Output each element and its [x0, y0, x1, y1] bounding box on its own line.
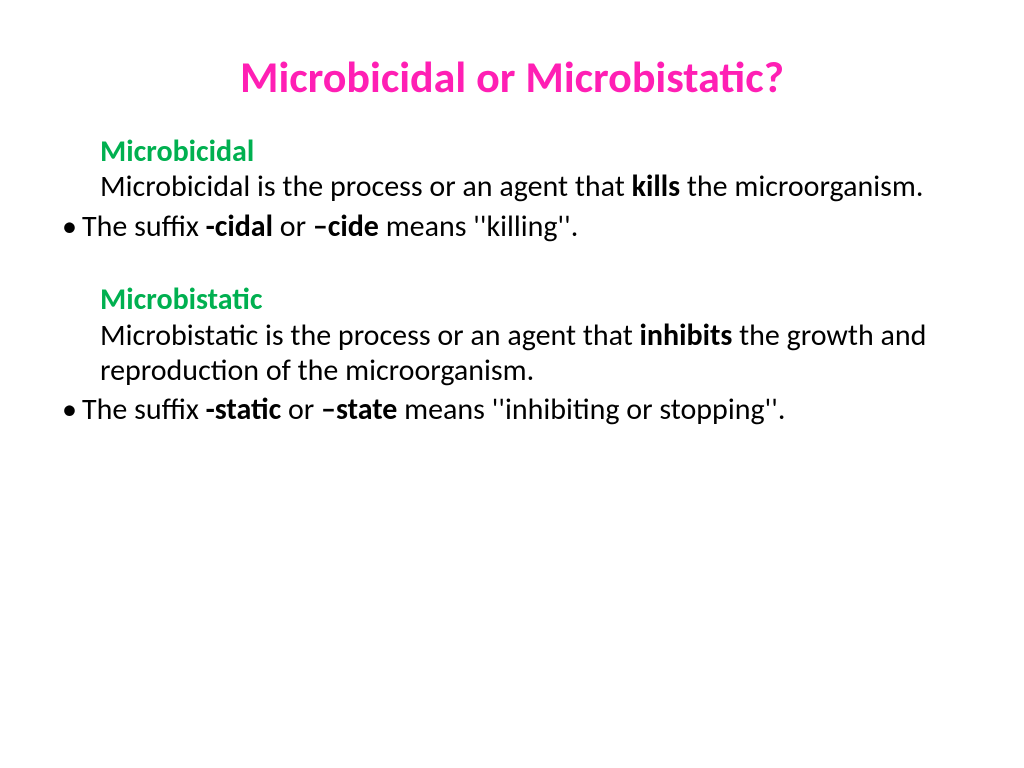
subheading-microbistatic: Microbistatic	[100, 282, 964, 317]
bold-cidal: -cidal	[206, 208, 273, 245]
text: means ''killing''.	[379, 208, 578, 245]
slide: Microbicidal or Microbistatic? Microbici…	[0, 0, 1024, 768]
bold-inhibits: inhibits	[640, 317, 733, 354]
bullet-cidal: The suffix -cidal or –cide means ''killi…	[82, 209, 964, 244]
text: Microbistatic is the process or an agent…	[100, 317, 640, 354]
text: The suffix	[82, 208, 206, 245]
bullet-static: The suffix -static or –state means ''inh…	[82, 392, 964, 427]
text: or	[273, 208, 313, 245]
text: The suffix	[82, 391, 206, 428]
text: the microorganism.	[680, 168, 923, 205]
content-block: Microbicidal Microbicidal is the process…	[60, 134, 964, 428]
bold-cide: –cide	[313, 208, 379, 245]
text: means ''inhibiting or stopping''.	[397, 391, 785, 428]
text: or	[281, 391, 321, 428]
definition-microbistatic: Microbistatic is the process or an agent…	[100, 318, 964, 389]
text: Microbicidal is the process or an agent …	[100, 168, 632, 205]
bold-state: –state	[321, 391, 397, 428]
bold-kills: kills	[632, 168, 680, 205]
subheading-microbicidal: Microbicidal	[100, 134, 964, 169]
bold-static: -static	[206, 391, 282, 428]
slide-title: Microbicidal or Microbistatic?	[60, 50, 964, 104]
definition-microbicidal: Microbicidal is the process or an agent …	[100, 169, 964, 204]
